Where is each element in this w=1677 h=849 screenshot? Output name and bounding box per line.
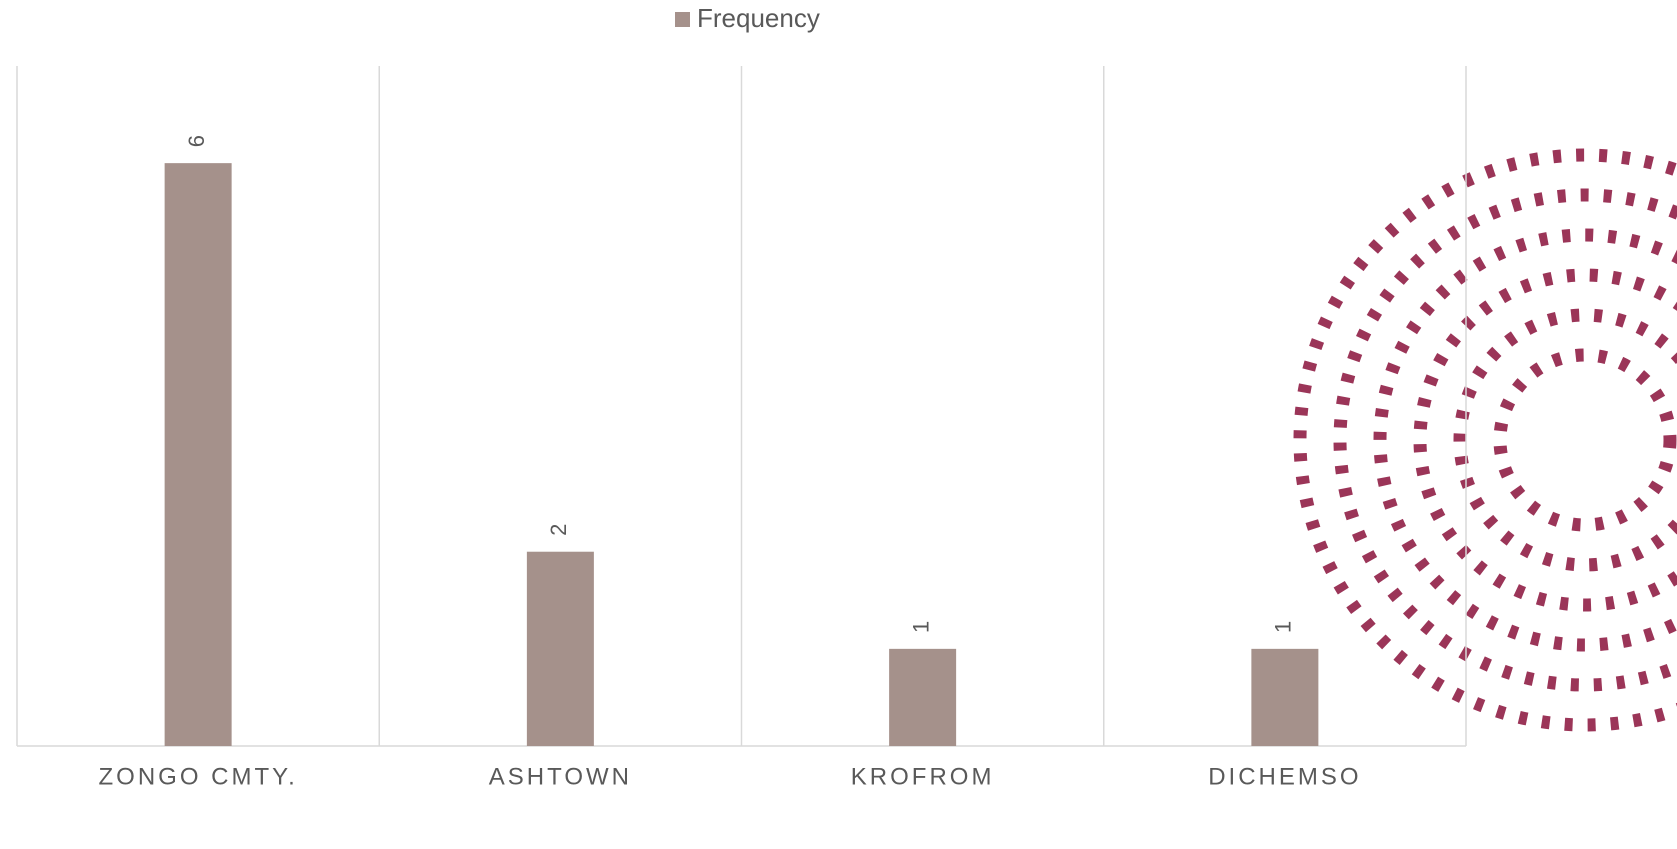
decor-ring [1413,268,1677,612]
bar [164,163,232,747]
legend-label: Frequency [697,3,820,33]
decor-ring [1373,228,1677,652]
data-label: 6 [184,135,209,147]
data-label: 1 [908,621,933,633]
x-tick-label: KROFROM [851,763,995,790]
x-tick-label: DICHEMSO [1208,763,1361,790]
legend-swatch [675,12,690,27]
x-tick-label: ZONGO CMTY. [99,763,298,790]
decor-ring [1493,348,1677,532]
data-label: 2 [546,524,571,536]
decor-ring [1453,308,1677,572]
decoration [1293,148,1677,732]
bar [526,551,594,746]
decor-ring [1333,188,1677,692]
x-tick-label: ASHTOWN [489,763,632,790]
bar [1251,648,1319,746]
decor-ring [1293,148,1677,732]
bar [889,648,957,746]
data-label: 1 [1271,621,1296,633]
